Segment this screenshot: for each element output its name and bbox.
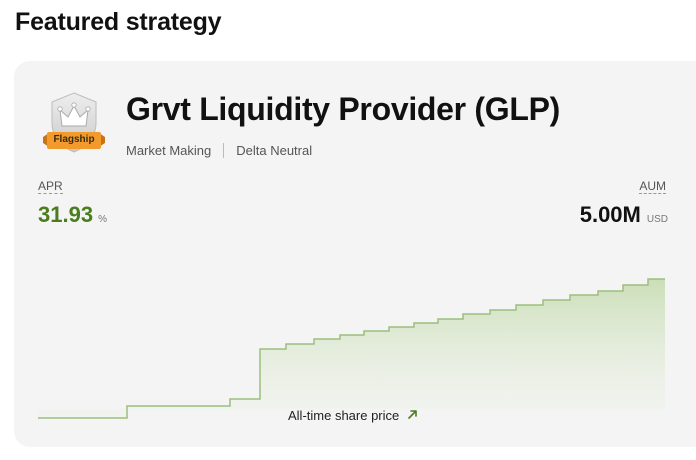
apr-label[interactable]: APR <box>38 179 63 194</box>
crown-shield-icon <box>43 92 105 153</box>
tag-market-making: Market Making <box>126 143 212 158</box>
share-price-line <box>38 278 665 419</box>
share-price-chart <box>38 278 665 419</box>
tag-delta-neutral: Delta Neutral <box>236 143 313 158</box>
all-time-share-price-link[interactable]: All-time share price <box>288 408 418 423</box>
chart-caption-text: All-time share price <box>288 408 400 423</box>
aum-value: 5.00M USD <box>580 202 668 228</box>
aum-unit: USD <box>646 214 668 225</box>
section-title: Featured strategy <box>15 8 222 36</box>
badge-label: Flagship <box>53 134 95 145</box>
share-price-area <box>38 279 665 418</box>
strategy-name[interactable]: Grvt Liquidity Provider (GLP) <box>126 91 561 127</box>
aum-number: 5.00M <box>579 202 641 227</box>
apr-number: 31.93 <box>38 202 94 227</box>
tag-divider <box>223 143 225 158</box>
arrow-up-right-icon <box>407 408 418 423</box>
aum-label[interactable]: AUM <box>639 179 666 194</box>
strategy-card[interactable]: Flagship Grvt Liquidity Provider (GLP) M… <box>14 61 696 447</box>
flagship-badge: Flagship <box>39 89 109 161</box>
apr-unit: % <box>98 214 107 225</box>
strategy-tags: Market Making Delta Neutral <box>126 143 312 158</box>
apr-value: 31.93 % <box>38 202 107 228</box>
